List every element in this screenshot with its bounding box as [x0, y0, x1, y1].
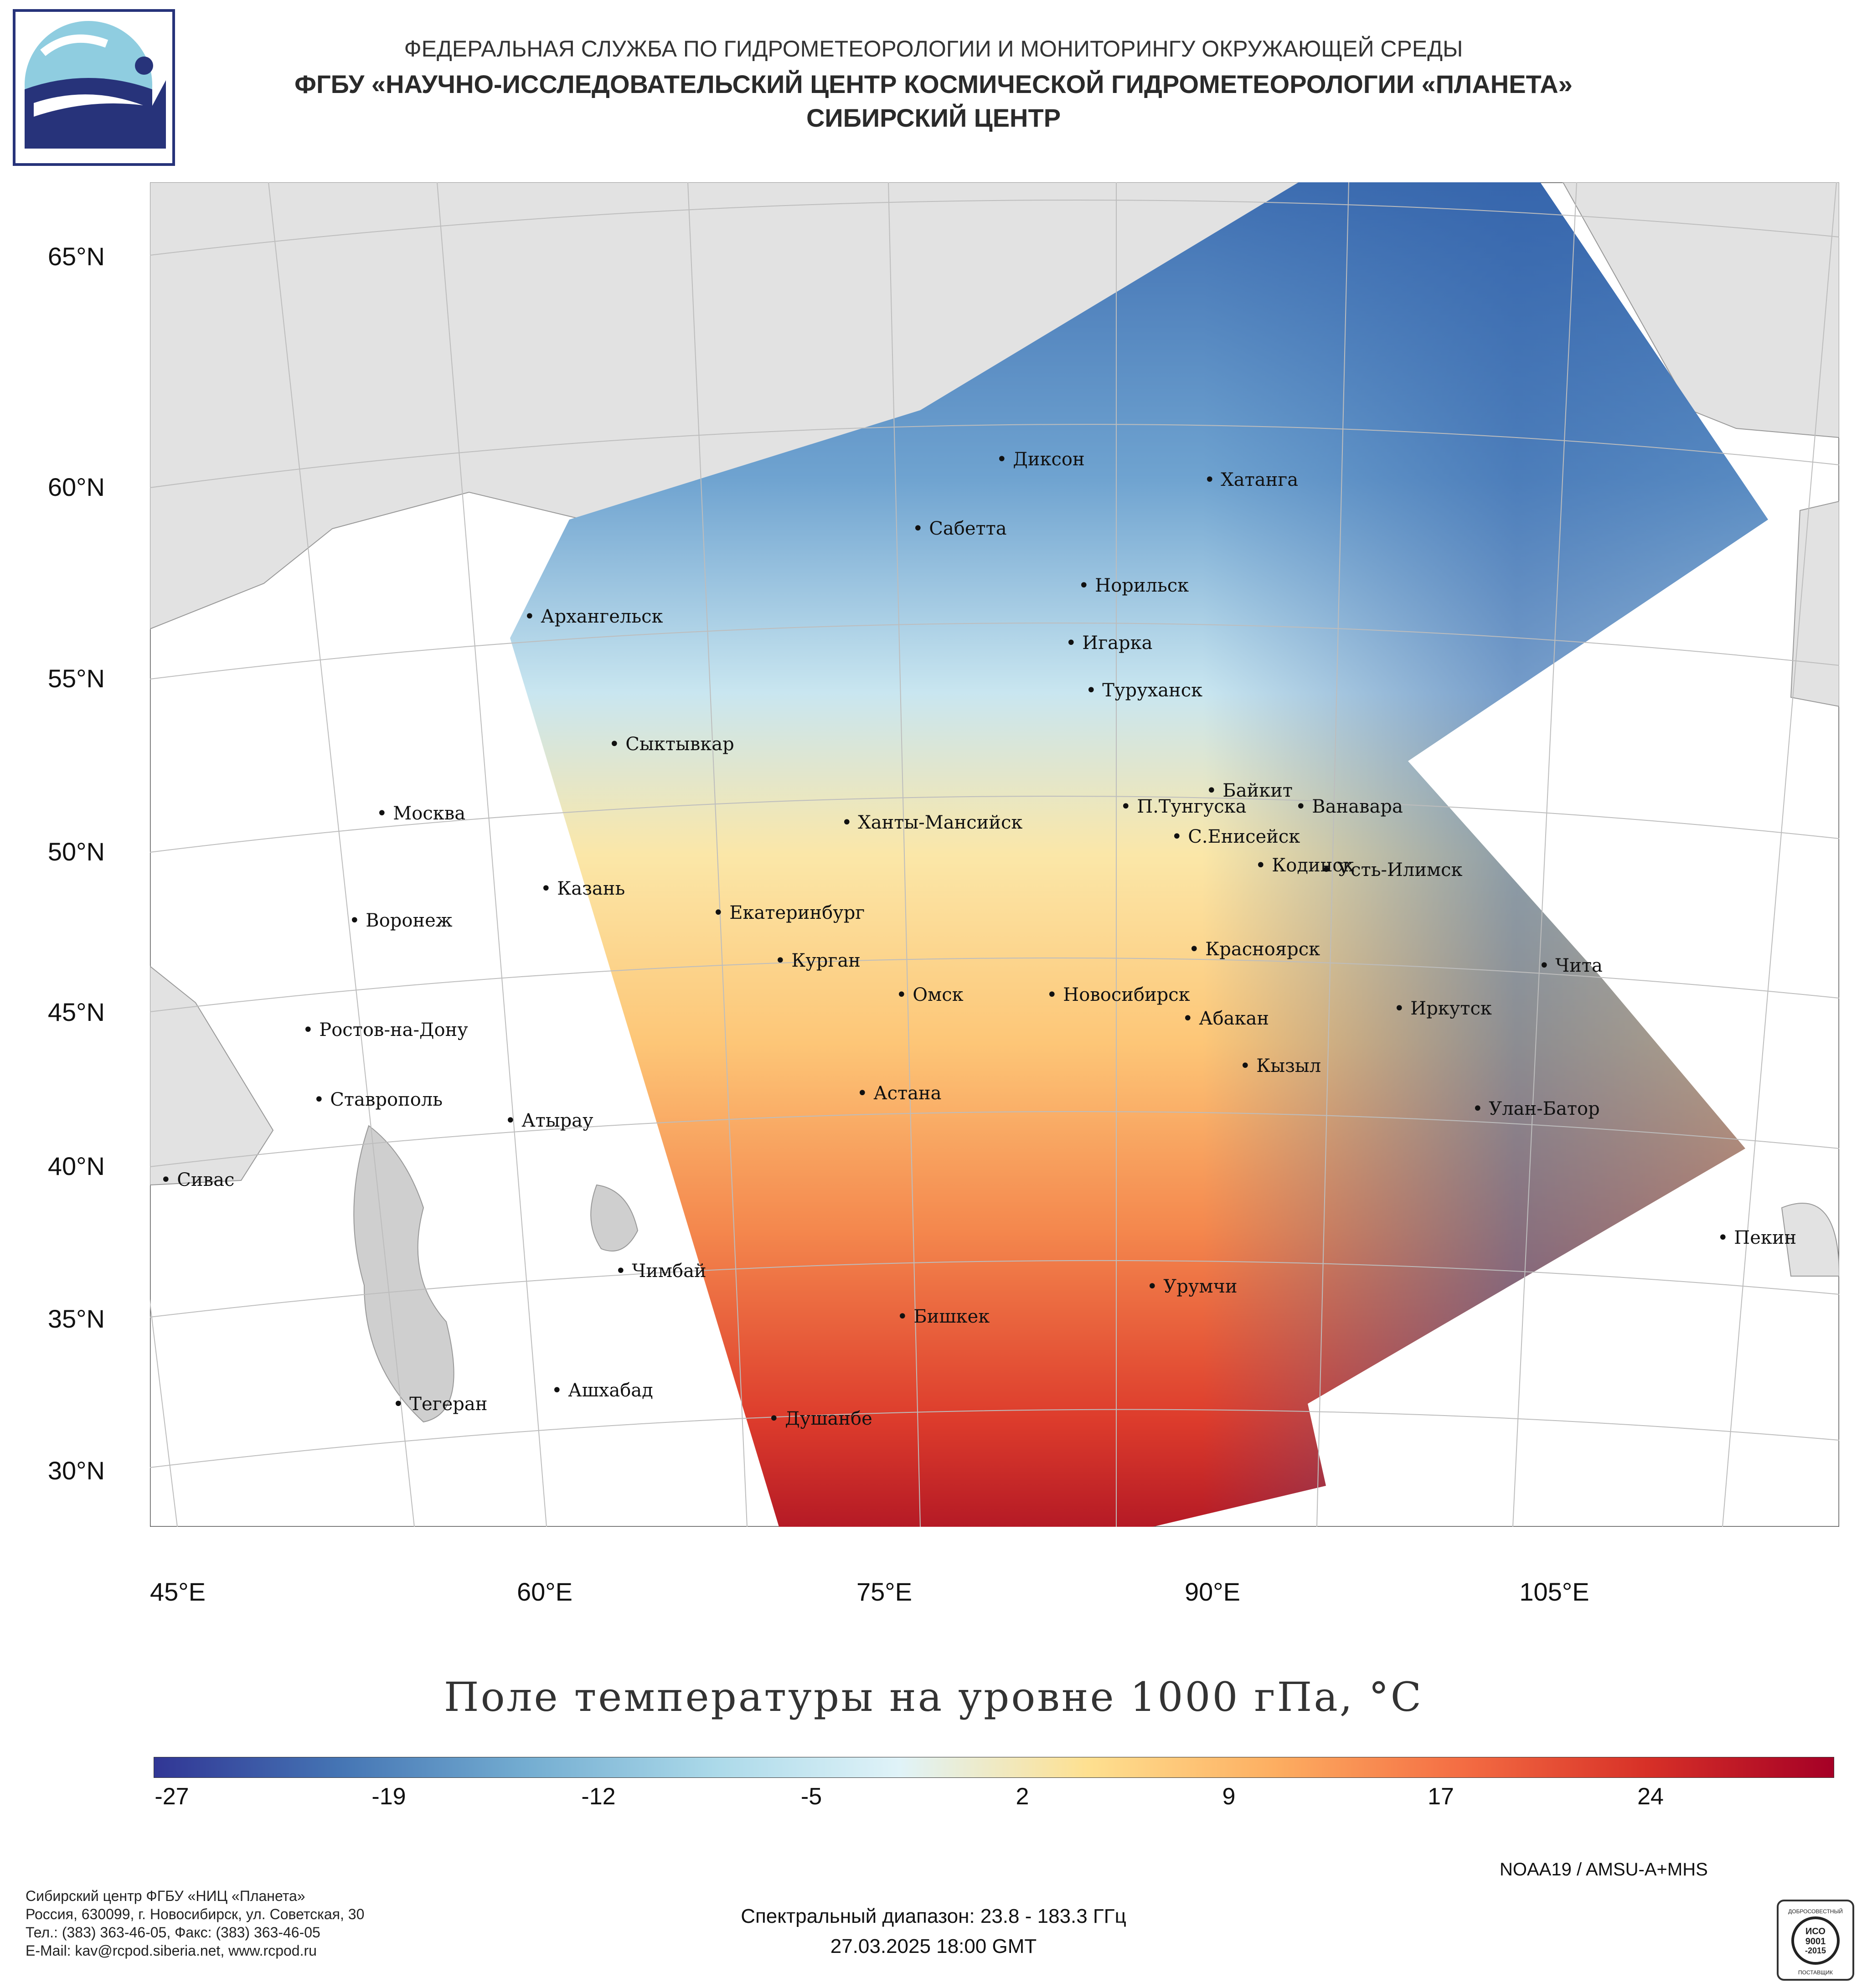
city-astana: • Астана: [857, 1083, 942, 1104]
colorbar-tick: -27: [155, 1783, 189, 1810]
city-abakan: • Абакан: [1182, 1008, 1269, 1029]
lat-label-45: 45°N: [47, 998, 105, 1026]
lat-label-35: 35°N: [47, 1304, 105, 1333]
observation-datetime: 27.03.2025 18:00 GMT: [830, 1935, 1037, 1957]
city-voronezh: • Воронеж: [349, 910, 453, 931]
lat-label-55: 55°N: [47, 664, 105, 693]
map-title: Поле температуры на уровне 1000 гПа, °C: [444, 1674, 1423, 1720]
org-line: Тел.: (383) 363-46-05, Факс: (383) 363-4…: [26, 1924, 320, 1941]
city-sivas: • Сивас: [160, 1169, 235, 1190]
svg-text:9001: 9001: [1805, 1936, 1826, 1947]
lat-label-40: 40°N: [47, 1152, 105, 1180]
lat-label-50: 50°N: [47, 837, 105, 866]
city-krasnoyarsk: • Красноярск: [1189, 939, 1320, 960]
land-southeast-grey: [1781, 1203, 1839, 1277]
city-khanty-mansiysk: • Ханты-Мансийск: [841, 812, 1023, 833]
lat-label-30: 30°N: [47, 1456, 105, 1485]
city-kazan: • Казань: [541, 878, 625, 899]
city-urumchi: • Урумчи: [1147, 1276, 1238, 1297]
header-agency: ФЕДЕРАЛЬНАЯ СЛУЖБА ПО ГИДРОМЕТЕОРОЛОГИИ …: [404, 36, 1463, 62]
city-omsk: • Омск: [896, 984, 964, 1005]
cold-core-overlay: [510, 182, 1768, 1527]
lat-label-60: 60°N: [47, 473, 105, 501]
lon-label-90: 90°E: [1184, 1577, 1241, 1606]
city-s-eniseysk: • С.Енисейск: [1171, 826, 1300, 847]
lon-label-105: 105°E: [1519, 1577, 1589, 1606]
city-novosibirsk: • Новосибирск: [1047, 984, 1190, 1005]
svg-text:-2015: -2015: [1805, 1946, 1826, 1955]
land-northeast-grey: [1562, 182, 1839, 438]
satellite-instrument: NOAA19 / AMSU-A+MHS: [1500, 1859, 1708, 1880]
lon-label-45: 45°E: [150, 1577, 206, 1606]
header-center: СИБИРСКИЙ ЦЕНТР: [806, 103, 1061, 132]
city-p-tunguska: • П.Тунгуска: [1120, 796, 1247, 817]
city-norilsk: • Норильск: [1078, 575, 1189, 596]
city-baykit: • Байкит: [1206, 780, 1293, 801]
city-sabetta: • Сабетта: [913, 518, 1007, 539]
colorbar-tick: -19: [371, 1783, 406, 1810]
city-kodinsk: • Кодинск: [1255, 855, 1354, 876]
land-east-grey: [1790, 500, 1839, 707]
city-irkutsk: • Иркутск: [1394, 998, 1492, 1019]
city-kurgan: • Курган: [775, 950, 861, 971]
colorbar-tick: 2: [1016, 1783, 1029, 1810]
spectral-range: Спектральный диапазон: 23.8 - 183.3 ГГц: [741, 1905, 1126, 1927]
colorbar-tick: 24: [1637, 1783, 1664, 1810]
iso-badge-icon: ДОБРОСОВЕСТНЫЙ ИСО 9001 -2015 ПОСТАВЩИК: [1788, 1908, 1843, 1976]
lat-label-65: 65°N: [47, 242, 105, 271]
planeta-emblem-icon: [25, 21, 166, 149]
city-syktyvkar: • Сыктывкар: [609, 734, 734, 755]
city-khatanga: • Хатанга: [1204, 469, 1299, 490]
temperature-map: [150, 182, 1839, 1527]
city-chimbay: • Чимбай: [615, 1261, 707, 1282]
city-ekaterinburg: • Екатеринбург: [713, 902, 865, 923]
city-ust-ilimsk: • Усть-Илимск: [1321, 860, 1463, 881]
city-vanavara: • Ванавара: [1295, 796, 1403, 817]
colorbar-tick: 17: [1428, 1783, 1454, 1810]
graticule: [150, 182, 1839, 1527]
city-stavropol: • Ставрополь: [314, 1089, 443, 1110]
lon-label-75: 75°E: [856, 1577, 913, 1606]
city-tegeran: • Тегеран: [393, 1394, 488, 1415]
city-dikson: • Диксон: [996, 449, 1085, 470]
city-atyrau: • Атырау: [505, 1110, 593, 1131]
city-pekin: • Пекин: [1717, 1227, 1797, 1248]
land-southwest-grey: [150, 965, 274, 1186]
organization-contacts: Сибирский центр ФГБУ «НИЦ «Планета» Росс…: [26, 1887, 364, 1960]
svg-text:ИСО: ИСО: [1805, 1926, 1826, 1936]
colorbar: [154, 1757, 1834, 1778]
planeta-logo: [13, 9, 175, 166]
org-line: Сибирский центр ФГБУ «НИЦ «Планета»: [26, 1888, 305, 1904]
city-ulan-bator: • Улан-Батор: [1472, 1098, 1600, 1119]
city-turukhansk: • Туруханск: [1086, 680, 1203, 701]
city-bishkek: • Бишкек: [897, 1306, 990, 1327]
header-institute: ФГБУ «НАУЧНО-ИССЛЕДОВАТЕЛЬСКИЙ ЦЕНТР КОС…: [294, 70, 1573, 98]
svg-text:ДОБРОСОВЕСТНЫЙ: ДОБРОСОВЕСТНЫЙ: [1788, 1908, 1843, 1915]
colorbar-tick: 9: [1222, 1783, 1236, 1810]
colorbar-tick: -5: [800, 1783, 822, 1810]
iso-certification-badge: ДОБРОСОВЕСТНЫЙ ИСО 9001 -2015 ПОСТАВЩИК: [1777, 1900, 1854, 1981]
org-line: Россия, 630099, г. Новосибирск, ул. Сове…: [26, 1906, 365, 1922]
city-moskva: • Москва: [376, 803, 466, 824]
city-rostov-na-donu: • Ростов-на-Дону: [303, 1020, 468, 1040]
aral-sea: [590, 1184, 639, 1252]
svg-text:ПОСТАВЩИК: ПОСТАВЩИК: [1798, 1969, 1833, 1976]
city-dushanbe: • Душанбе: [768, 1408, 872, 1429]
city-chita: • Чита: [1539, 955, 1603, 976]
city-kyzyl: • Кызыл: [1240, 1056, 1321, 1076]
city-ashkhabad: • Ашхабад: [552, 1380, 653, 1401]
city-arkhangelsk: • Архангельск: [524, 606, 663, 627]
colorbar-tick: -12: [581, 1783, 616, 1810]
lon-label-60: 60°E: [516, 1577, 573, 1606]
org-line: E-Mail: kav@rcpod.siberia.net, www.rcpod…: [26, 1942, 317, 1959]
city-igarka: • Игарка: [1066, 633, 1153, 654]
